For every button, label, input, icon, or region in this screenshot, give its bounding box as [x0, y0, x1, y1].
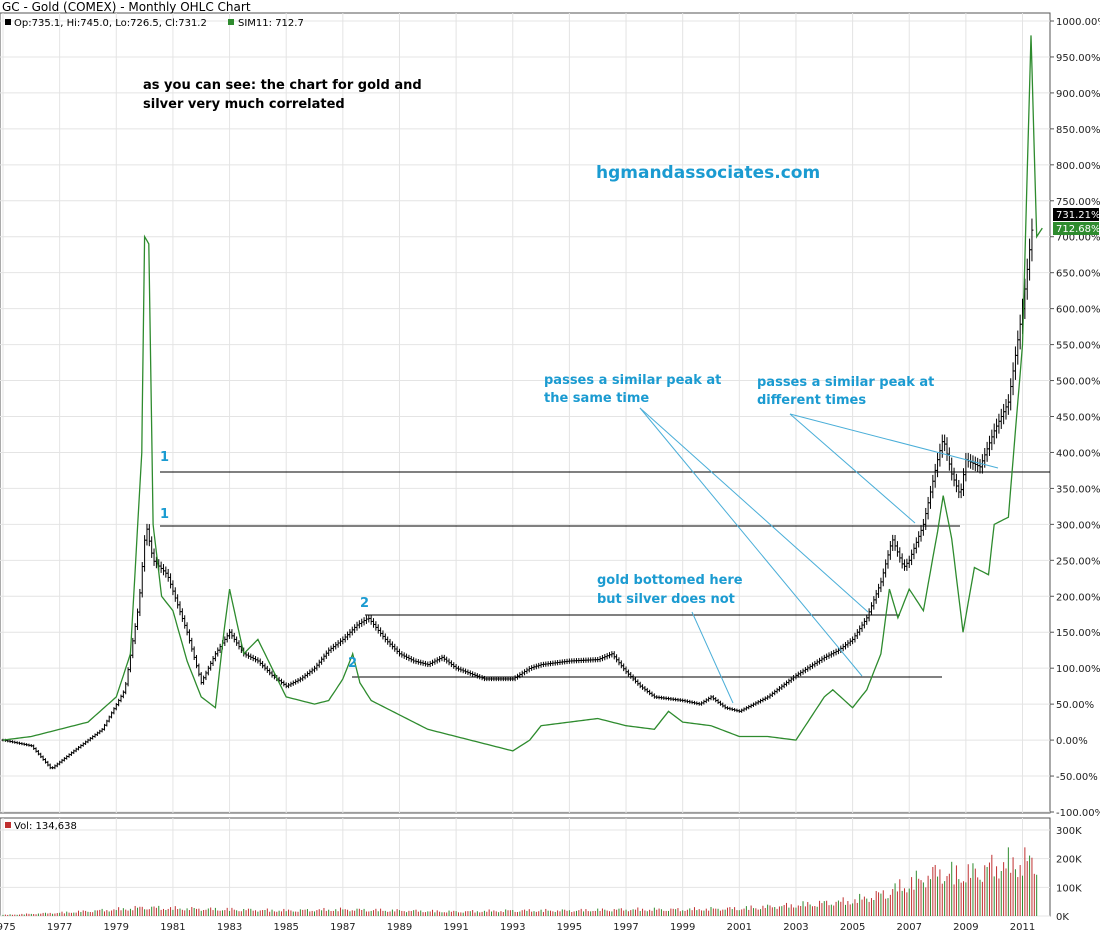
y-tick-label: 250.00%	[1056, 556, 1100, 567]
x-tick-label: 1993	[500, 922, 525, 933]
volume-tick-label: 300K	[1056, 826, 1082, 837]
chart-title: GC - Gold (COMEX) - Monthly OHLC Chart	[2, 0, 251, 14]
volume-tick-label: 200K	[1056, 855, 1082, 866]
y-tick-label: 150.00%	[1056, 628, 1100, 639]
same-time-note-line1: passes a similar peak at	[544, 373, 721, 388]
main-panel-frame	[0, 12, 1051, 814]
intro-note-line1: as you can see: the chart for gold and	[143, 78, 422, 93]
bottom-note-line2: but silver does not	[597, 592, 735, 607]
y-tick-label: 650.00%	[1056, 269, 1100, 280]
different-times-note-line2: different times	[757, 393, 866, 408]
x-tick-label: 1985	[273, 922, 298, 933]
volume-legend-label: Vol: 134,638	[14, 821, 77, 832]
volume-tick-label: 0K	[1056, 912, 1069, 923]
pointer-bottom	[691, 611, 734, 704]
silver-line-series	[2, 35, 1043, 752]
x-tick-label: 1975	[0, 922, 16, 933]
x-tick-label: 1997	[613, 922, 638, 933]
y-tick-label: 500.00%	[1056, 377, 1100, 388]
silver-line	[2, 35, 1043, 752]
y-tick-label: 700.00%	[1056, 233, 1100, 244]
y-tick-label: 200.00%	[1056, 592, 1100, 603]
volume-tick-label: 100K	[1056, 883, 1082, 894]
y-axis-ticks: 1000.00% 950.00% 900.00% 850.00% 800.00% 750.…	[1050, 17, 1100, 819]
gold-last-tag: 731.21%	[1056, 210, 1100, 221]
volume-panel-frame	[0, 817, 1051, 917]
pointer-same-time-a	[639, 407, 869, 613]
x-tick-label: 1999	[670, 922, 695, 933]
peak-marker-2a: 2	[360, 596, 369, 611]
volume-bar-series	[2, 847, 1038, 916]
volume-axis-ticks: 300K 200K 100K 0K	[1056, 826, 1082, 923]
y-tick-label: 350.00%	[1056, 484, 1100, 495]
y-tick-label: 550.00%	[1056, 341, 1100, 352]
y-tick-label: 850.00%	[1056, 125, 1100, 136]
pointer-different-times-b	[789, 413, 999, 469]
y-tick-label: 600.00%	[1056, 305, 1100, 316]
y-tick-label: -50.00%	[1056, 772, 1098, 783]
gold-ohlc-readout: Op:735.1, Hi:745.0, Lo:726.5, Cl:731.2	[14, 18, 207, 29]
same-time-note-line2: the same time	[544, 391, 649, 406]
pointer-different-times-a	[789, 413, 916, 524]
y-tick-label: 1000.00%	[1056, 17, 1100, 28]
x-tick-label: 1995	[557, 922, 582, 933]
x-tick-label: 1989	[387, 922, 412, 933]
x-tick-label: 1991	[443, 922, 468, 933]
y-tick-label: 300.00%	[1056, 520, 1100, 531]
x-tick-label: 1981	[160, 922, 185, 933]
silver-last-tag: 712.68%	[1056, 224, 1100, 235]
peak-marker-2b: 2	[348, 656, 357, 671]
gold-legend-swatch	[5, 19, 11, 25]
x-tick-label: 1983	[217, 922, 242, 933]
silver-last-tag-bg	[1053, 222, 1099, 235]
silver-legend-label: SIM11: 712.7	[238, 18, 304, 29]
annotation-pointers	[639, 407, 999, 704]
x-tick-label: 2007	[897, 922, 922, 933]
x-tick-label: 2011	[1010, 922, 1035, 933]
intro-note-line2: silver very much correlated	[143, 97, 345, 112]
volume-legend-swatch	[5, 822, 11, 828]
y-tick-label: 400.00%	[1056, 448, 1100, 459]
x-tick-label: 2003	[783, 922, 808, 933]
x-tick-label: 1977	[47, 922, 72, 933]
y-tick-label: 450.00%	[1056, 413, 1100, 424]
y-tick-label: 750.00%	[1056, 197, 1100, 208]
website-watermark: hgmandassociates.com	[596, 163, 820, 183]
bottom-note-line1: gold bottomed here	[597, 573, 743, 588]
x-tick-label: 2009	[953, 922, 978, 933]
gold-ohlc-series	[1, 218, 1034, 770]
silver-legend-swatch	[228, 19, 234, 25]
y-tick-label: 100.00%	[1056, 664, 1100, 675]
peak-marker-1b: 1	[160, 507, 169, 522]
y-tick-label: 0.00%	[1056, 736, 1088, 747]
x-axis-ticks: 1975 1977 1979 1981 1983 1985 1987 1989 1991 1993…	[0, 922, 1035, 933]
y-tick-label: 900.00%	[1056, 89, 1100, 100]
y-tick-label: 950.00%	[1056, 53, 1100, 64]
pointer-same-time-b	[639, 407, 863, 677]
y-tick-label: 50.00%	[1056, 700, 1094, 711]
y-tick-label: 800.00%	[1056, 161, 1100, 172]
gold-last-tag-bg	[1053, 208, 1099, 221]
x-tick-label: 1979	[104, 922, 129, 933]
x-tick-label: 2001	[727, 922, 752, 933]
y-tick-label: -100.00%	[1056, 808, 1100, 819]
x-tick-label: 2005	[840, 922, 865, 933]
peak-marker-1a: 1	[160, 450, 169, 465]
x-tick-label: 1987	[330, 922, 355, 933]
different-times-note-line1: passes a similar peak at	[757, 375, 934, 390]
